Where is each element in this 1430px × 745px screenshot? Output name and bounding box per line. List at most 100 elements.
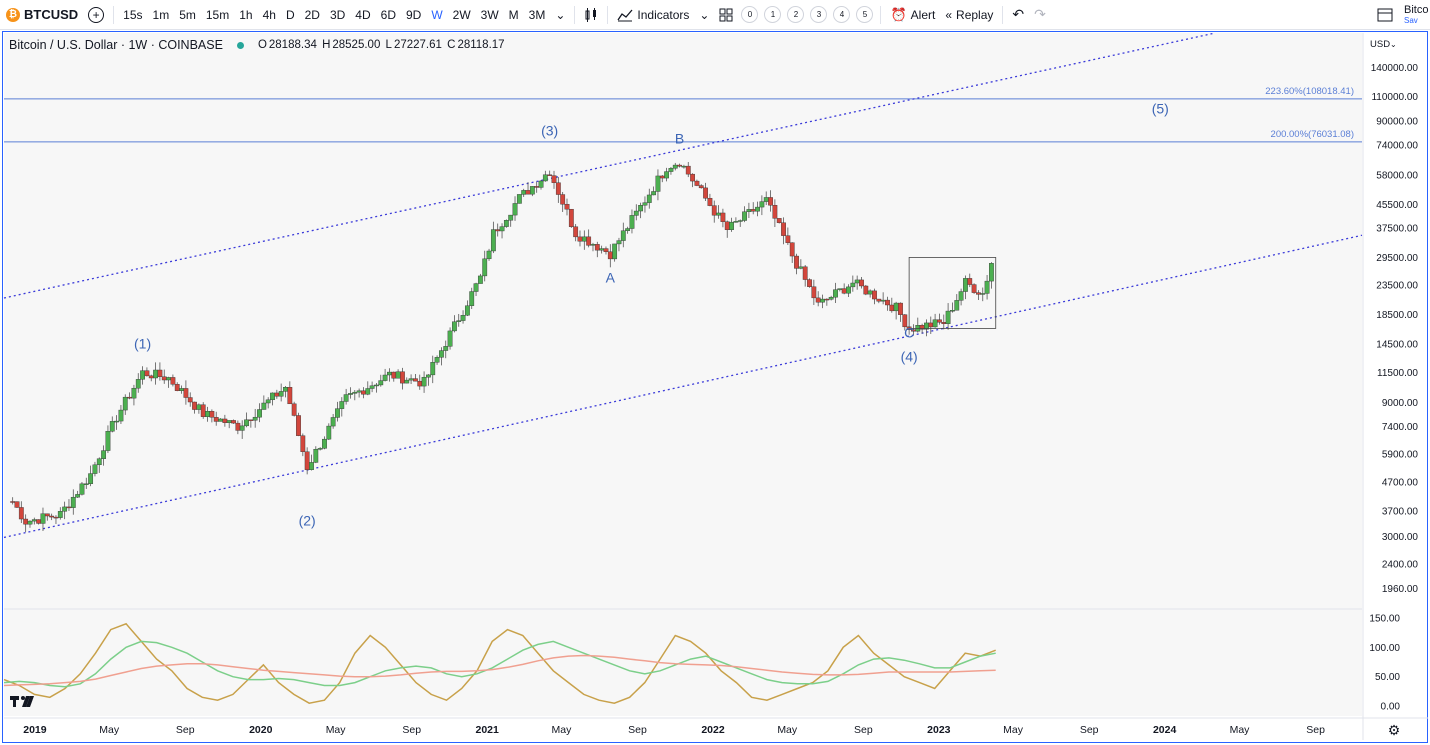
interval-d[interactable]: D [285,7,295,22]
candle [638,202,644,219]
toolbar-divider [1002,5,1004,24]
symbol-search[interactable]: ₿ BTCUSD [0,0,83,30]
layout-button[interactable] [714,0,738,30]
candle [672,162,678,171]
candle [70,489,76,515]
rectangle-drawing[interactable] [908,257,997,329]
chart-type-button[interactable] [579,0,603,30]
interval-1m[interactable]: 1m [152,7,170,22]
save-layout[interactable]: Bitco Sav [1404,4,1430,25]
layout-panel-button[interactable] [1372,0,1398,30]
candle [426,374,431,386]
panel-icon [1377,8,1393,21]
interval-2w[interactable]: 2W [452,7,471,22]
price-tick-label: 2400.00 [1382,559,1419,570]
candle [304,447,310,475]
save-title: Bitco [1404,4,1429,16]
candle [378,374,384,387]
candle [833,282,838,304]
layout-number-4[interactable]: 4 [833,6,851,23]
channel-trendline[interactable] [3,234,1363,539]
wave-label: C [904,325,914,341]
candle [984,274,990,300]
interval-4d[interactable]: 4D [355,7,371,22]
close-letter: C [447,39,456,51]
interval-5m[interactable]: 5m [179,7,196,22]
candle [265,397,271,409]
candle [646,188,652,209]
candle [326,423,332,441]
undo-button[interactable]: ↶ [1007,0,1029,30]
interval-15s[interactable]: 15s [123,7,143,22]
candle [40,507,46,531]
interval-m[interactable]: M [508,7,519,22]
tradingview-logo-icon [10,696,34,707]
candle [44,513,50,521]
candle [335,401,340,422]
compare-button[interactable]: + [83,0,109,30]
layout-number-3[interactable]: 3 [810,6,828,23]
interval-3m[interactable]: 3M [528,7,546,22]
layout-grid-icon [719,8,733,21]
layout-number-1[interactable]: 1 [764,6,782,23]
high-value: 28525.00 [332,39,381,51]
interval-menu-button[interactable]: ⌄ [550,0,570,30]
interval-4h[interactable]: 4h [262,7,276,22]
candle [711,200,717,223]
candle [239,420,245,439]
toolbar-divider [113,5,115,24]
interval-1h[interactable]: 1h [239,7,253,22]
layout-number-0[interactable]: 0 [741,6,759,23]
indicators-button[interactable]: Indicators [612,0,694,30]
symbol-label: BTCUSD [24,7,79,22]
candle [460,310,466,324]
time-tick-label: May [1003,724,1024,736]
interval-w[interactable]: W [431,7,443,22]
candle [967,273,973,288]
oscillator-line [3,654,996,687]
interval-2d[interactable]: 2D [304,7,320,22]
low-letter: L [385,39,392,51]
candle [382,368,388,382]
candle [96,457,102,473]
interval-3d[interactable]: 3D [329,7,346,22]
high-letter: H [322,39,331,51]
interval-6d[interactable]: 6D [380,7,396,22]
candle [330,413,336,429]
candle [122,394,128,415]
time-tick-label: 2021 [476,724,500,736]
candle [451,315,457,333]
candle [421,371,427,393]
candle [902,314,908,331]
close-value: 28118.17 [457,39,505,51]
time-tick-label: Sep [402,724,421,736]
candle [820,294,825,309]
interval-9d[interactable]: 9D [405,7,422,22]
time-tick-label: 2022 [701,724,725,736]
oscillator-line [3,640,996,688]
indicators-menu-button[interactable]: ⌄ [694,0,714,30]
replay-button[interactable]: « Replay [940,0,998,30]
legend-title: Bitcoin / U.S. Dollar · 1W · COINBASE [9,38,223,52]
channel-trendline[interactable] [3,32,1216,299]
redo-button[interactable]: ↷ [1029,0,1051,30]
alert-button[interactable]: ⏰ Alert [885,0,940,30]
layout-number-5[interactable]: 5 [856,6,874,23]
candle [642,196,648,213]
candle [963,275,968,300]
candle [369,381,375,393]
candle [209,409,215,423]
candle [828,295,834,301]
candle [135,373,141,393]
settings-gear-icon[interactable]: ⚙ [1388,722,1401,738]
candle [807,278,812,288]
currency-label[interactable]: USD [1370,39,1390,50]
interval-15m[interactable]: 15m [205,7,230,22]
interval-3w[interactable]: 3W [480,7,499,22]
candle [88,465,94,487]
candle [469,287,475,310]
layout-number-2[interactable]: 2 [787,6,805,23]
redo-icon: ↷ [1034,6,1046,22]
price-tick-label: 140000.00 [1371,63,1419,74]
